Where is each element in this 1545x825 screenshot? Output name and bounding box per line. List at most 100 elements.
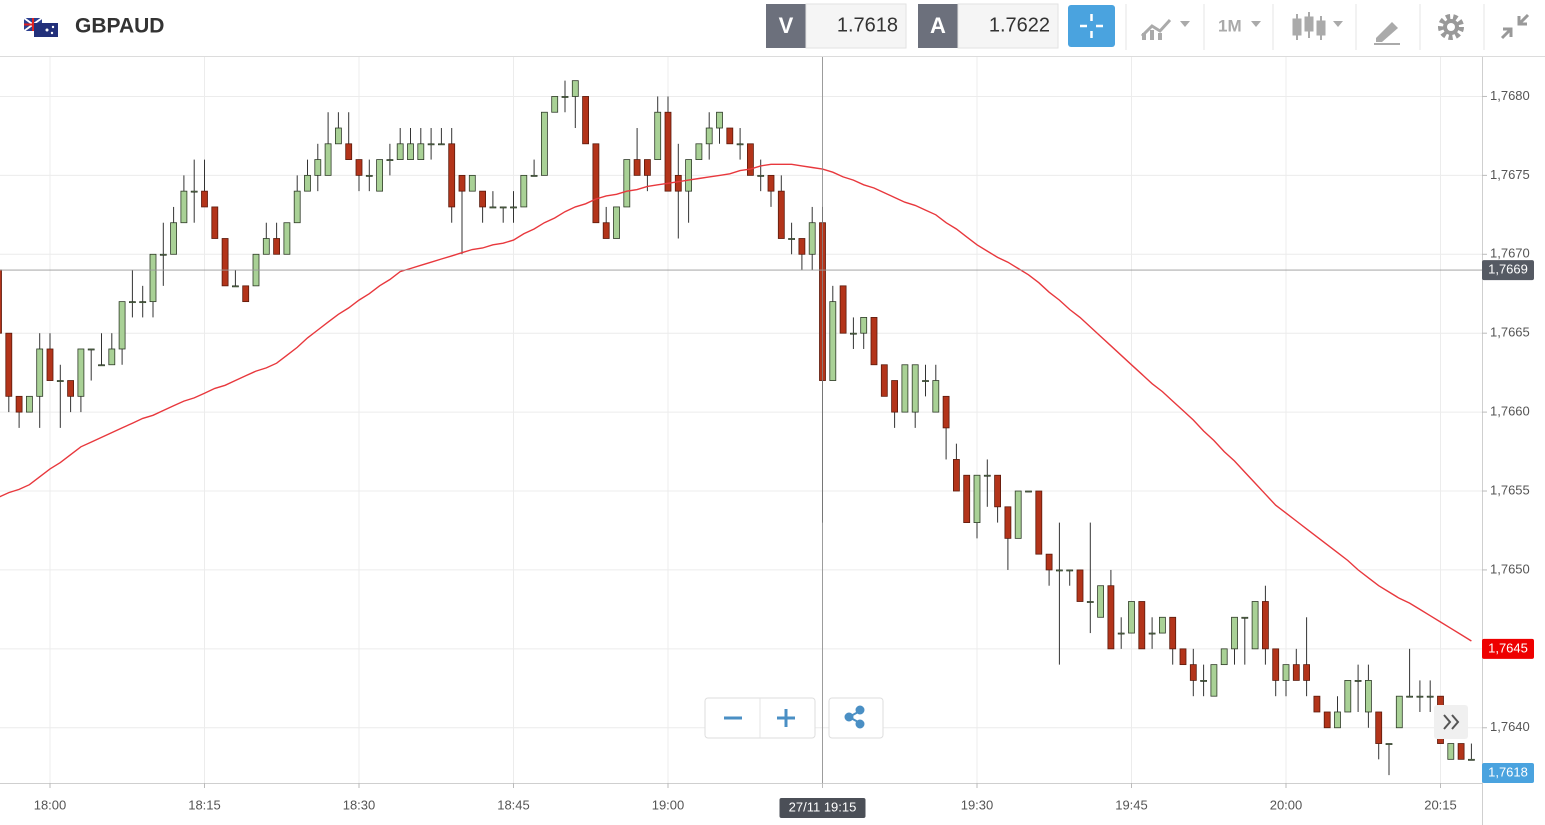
candle-body: [448, 143, 456, 208]
candle-body: [1323, 711, 1331, 729]
candle-body: [1128, 601, 1135, 634]
header: GBPAUD V 1.7618 A 1.7622 1M: [0, 0, 1545, 57]
sell-button[interactable]: [766, 4, 806, 48]
candle-body: [56, 380, 64, 382]
candle-body: [695, 143, 703, 160]
candle-body: [293, 190, 301, 224]
candle-body: [211, 206, 219, 239]
candle-body: [417, 143, 425, 160]
candle-body: [324, 143, 332, 176]
candle-body: [0, 269, 2, 334]
candle-body: [365, 174, 373, 177]
candle-body: [1231, 616, 1238, 650]
candle-body: [345, 143, 353, 160]
candle-body: [283, 222, 291, 255]
y-tick-label: 1,7640: [1490, 719, 1530, 734]
candle-body: [922, 380, 929, 382]
buy-button[interactable]: [918, 4, 958, 48]
candle-body: [499, 206, 507, 209]
candle-body: [1035, 490, 1043, 555]
crosshair-button[interactable]: [1068, 5, 1115, 47]
candle-body: [1406, 695, 1413, 698]
candle-body: [1272, 648, 1280, 681]
candle-body: [953, 459, 960, 492]
candle-body: [1354, 680, 1362, 682]
candle-body: [551, 96, 559, 113]
candle-body: [1107, 585, 1115, 650]
candle-body: [1241, 616, 1249, 619]
timeframe-button[interactable]: 1M: [1218, 16, 1261, 35]
candle-body: [180, 190, 188, 224]
crosshair-time-label: 27/11 19:15: [789, 799, 857, 814]
bid-marker-label: 1,7618: [1488, 764, 1528, 779]
candle-body: [1282, 664, 1290, 681]
candle-body: [108, 348, 116, 366]
x-tick-label: 20:00: [1270, 797, 1303, 812]
candle-body: [489, 206, 497, 209]
candle-body: [541, 111, 548, 176]
candle-body: [798, 238, 806, 255]
candles-button[interactable]: [1292, 12, 1343, 40]
toolbar-separators: [1125, 4, 1485, 50]
candle-body: [1169, 616, 1177, 650]
candle-body: [355, 159, 363, 176]
candle-body: [25, 395, 33, 413]
moving-average-line: [0, 163, 1472, 642]
candle-body: [983, 474, 991, 477]
chart-type-button[interactable]: [1140, 18, 1190, 40]
candle-body: [1076, 569, 1084, 602]
moving-average-marker: [1482, 638, 1534, 659]
crosshair-price-box: [1482, 260, 1534, 281]
candle-body: [757, 174, 765, 177]
sell-price: 1.7618: [837, 14, 898, 36]
moving-average-marker-label: 1,7645: [1488, 640, 1528, 655]
candle-body: [386, 159, 394, 161]
buy-price: 1.7622: [989, 14, 1050, 36]
candle-body: [633, 159, 641, 176]
buy-label: A: [930, 13, 946, 38]
collapse-button[interactable]: [1500, 13, 1530, 40]
candle-body: [1313, 695, 1321, 713]
candle-body: [273, 238, 281, 255]
candle-body: [1262, 601, 1269, 650]
plot-area: [0, 80, 1475, 776]
sell-price-box: [805, 3, 907, 49]
candle-body: [1138, 601, 1146, 650]
candle-body: [850, 332, 857, 335]
candle-body: [87, 348, 95, 351]
zoom-in-button[interactable]: [777, 709, 795, 727]
candle-body: [468, 174, 476, 192]
flag-icon: [23, 17, 58, 37]
crosshair-time-box: [779, 798, 866, 818]
candle-body: [479, 190, 487, 208]
candle-body: [1097, 585, 1104, 618]
candle-body: [1334, 711, 1341, 729]
x-tick-label: 18:45: [497, 797, 530, 812]
candle-body: [1468, 758, 1475, 761]
candle-body: [520, 174, 528, 208]
candle-body: [777, 190, 785, 239]
candle-body: [788, 238, 795, 240]
overlay: 1,7669 27/11 19:15 1,7645 1,7618: [0, 57, 1534, 818]
candle-body: [1189, 664, 1197, 681]
scroll-end-icon: [1443, 714, 1460, 730]
candle-body: [561, 96, 569, 98]
candle-body: [46, 348, 54, 381]
candle-body: [705, 127, 713, 145]
y-tick-label: 1,7665: [1490, 325, 1530, 340]
candle-body: [376, 159, 384, 192]
candle-body: [582, 96, 589, 145]
candle-body: [1385, 743, 1393, 745]
candle-body: [736, 143, 744, 146]
settings-button[interactable]: [1438, 14, 1464, 40]
share-button[interactable]: [844, 705, 865, 729]
candle-body: [1210, 664, 1218, 697]
candle-body: [942, 395, 950, 429]
candle-body: [170, 222, 178, 255]
candle-body: [396, 143, 404, 160]
draw-button[interactable]: [1374, 22, 1400, 45]
candle-body: [407, 143, 414, 160]
candle-body: [262, 238, 270, 255]
